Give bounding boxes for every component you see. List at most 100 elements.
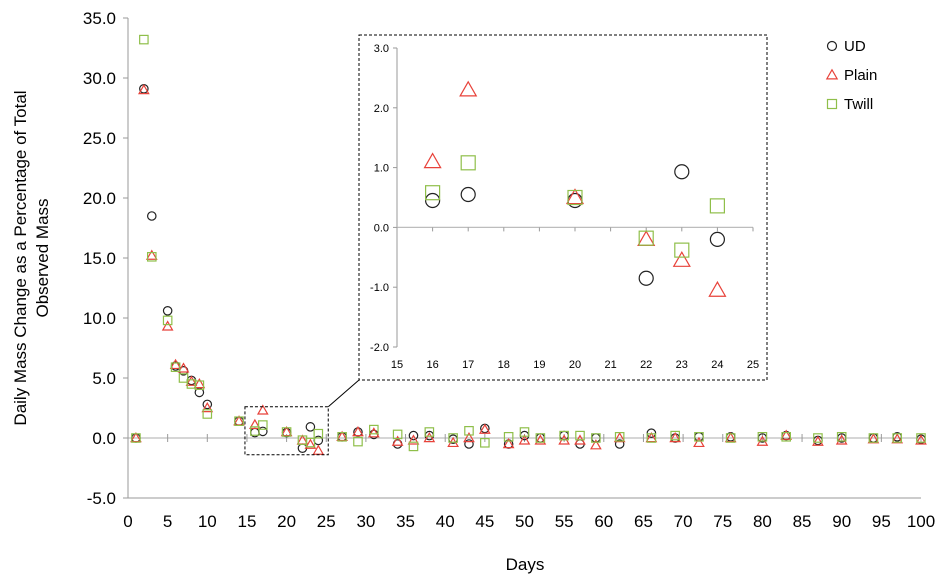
point-twill <box>194 380 205 390</box>
point-twill <box>480 438 490 448</box>
inset-y-tick-label: -2.0 <box>370 342 389 354</box>
x-tick-label: 35 <box>396 512 415 531</box>
x-tick-label: 65 <box>634 512 653 531</box>
point-plain <box>915 434 927 445</box>
x-axis-title: Days <box>506 555 545 574</box>
point-twill <box>559 430 569 441</box>
point-twill <box>250 426 260 436</box>
point-twill <box>503 432 514 442</box>
point-twill <box>868 433 879 443</box>
point-plain <box>518 434 531 445</box>
point-plain <box>249 418 261 430</box>
point-twill <box>591 433 601 443</box>
x-tick-label: 20 <box>277 512 296 531</box>
point-plain <box>185 375 198 386</box>
point-twill <box>694 432 704 442</box>
inset-point-twill <box>674 242 690 258</box>
inset-x-tick-label: 23 <box>676 359 688 371</box>
point-twill <box>313 428 324 439</box>
x-tick-label: 80 <box>753 512 772 531</box>
inset-x-tick-label: 17 <box>462 359 474 371</box>
x-tick-label: 60 <box>594 512 613 531</box>
point-twill <box>725 433 736 443</box>
inset-point-plain <box>423 152 442 169</box>
y-tick-label: 15.0 <box>83 249 116 268</box>
point-plain <box>613 431 626 443</box>
point-twill <box>202 409 213 419</box>
point-twill <box>170 362 181 372</box>
x-tick-label: 95 <box>872 512 891 531</box>
point-plain <box>835 434 848 445</box>
y-axis-title-line1: Daily Mass Change as a Percentage of Tot… <box>11 90 30 425</box>
x-tick-label: 100 <box>907 512 935 531</box>
inset-point-ud <box>638 270 654 286</box>
point-twill <box>305 437 316 448</box>
point-ud <box>464 439 474 449</box>
x-tick-label: 70 <box>674 512 693 531</box>
inset-point-plain <box>672 251 691 267</box>
legend-marker-ud <box>826 40 838 52</box>
y-tick-label: 30.0 <box>83 69 116 88</box>
inset-point-ud <box>709 231 726 247</box>
inset-point-twill <box>638 230 654 246</box>
point-twill <box>131 433 141 443</box>
point-plain <box>367 427 380 438</box>
inset-x-tick-label: 19 <box>533 359 545 371</box>
legend-label-twill: Twill <box>844 96 873 113</box>
point-twill <box>392 429 403 440</box>
point-twill <box>575 430 585 441</box>
x-tick-label: 90 <box>832 512 851 531</box>
legend-marker-plain <box>825 68 839 80</box>
point-twill <box>535 433 546 443</box>
point-ud <box>408 430 419 441</box>
point-twill <box>281 427 292 437</box>
point-plain <box>312 444 325 455</box>
point-twill <box>614 432 625 442</box>
x-tick-label: 55 <box>555 512 574 531</box>
point-plain <box>407 434 420 445</box>
point-twill <box>369 424 379 435</box>
point-twill <box>813 433 823 443</box>
point-twill <box>353 436 363 447</box>
point-twill <box>408 441 419 452</box>
legend: UD Plain Twill <box>825 38 877 113</box>
inset-x-tick-label: 24 <box>711 359 723 371</box>
point-twill <box>424 427 435 437</box>
inset-point-twill <box>709 198 726 214</box>
point-twill <box>916 433 926 443</box>
y-tick-label: 35.0 <box>83 9 116 28</box>
point-twill <box>519 427 530 437</box>
x-tick-label: 5 <box>163 512 172 531</box>
point-plain <box>780 429 793 440</box>
legend-label-plain: Plain <box>844 67 877 84</box>
connector-line <box>327 379 360 408</box>
inset-x-tick-label: 25 <box>747 359 759 371</box>
point-ud <box>146 211 157 221</box>
y-tick-label: 10.0 <box>83 309 116 328</box>
inset-x-tick-label: 22 <box>640 359 652 371</box>
point-twill <box>162 315 173 326</box>
x-tick-label: 45 <box>475 512 494 531</box>
legend-label-ud: UD <box>844 38 866 55</box>
point-plain <box>391 435 404 446</box>
inset-x-tick-label: 16 <box>426 359 438 371</box>
point-twill <box>178 373 189 383</box>
inset-x-tick-label: 21 <box>604 359 616 371</box>
inset-y-tick-label: -1.0 <box>370 282 389 294</box>
x-tick-label: 0 <box>123 512 132 531</box>
y-tick-label: -5.0 <box>87 489 116 508</box>
point-twill <box>836 432 847 442</box>
point-plain <box>590 439 602 450</box>
inset-point-plain <box>708 280 727 297</box>
point-twill <box>234 416 244 426</box>
point-plain <box>502 437 515 449</box>
inset-y-tick-label: 2.0 <box>374 103 389 115</box>
point-plain <box>193 377 206 389</box>
inset-point-plain <box>459 80 478 97</box>
x-tick-label: 50 <box>515 512 534 531</box>
point-ud <box>202 399 213 410</box>
main-axes: 35.0 30.0 25.0 20.0 15.0 10.0 5.0 0.0 -5.0 0 5 10 15… <box>83 9 935 531</box>
x-tick-label: 75 <box>713 512 732 531</box>
